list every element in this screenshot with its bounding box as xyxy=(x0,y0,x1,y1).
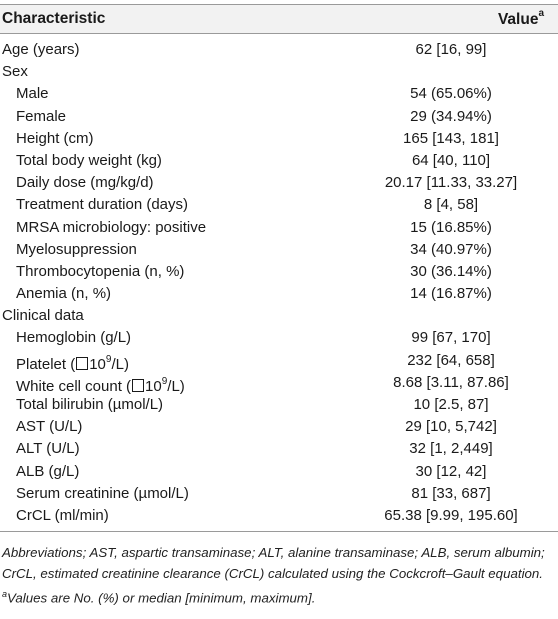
section-label: Sex xyxy=(2,63,28,81)
row-value: 29 (34.94%) xyxy=(410,107,492,125)
row-value: 232 [64, 658] xyxy=(407,351,495,369)
row-label: Male xyxy=(16,85,49,103)
row-label-prefix: White cell count ( xyxy=(16,377,132,395)
row-label: CrCL (ml/min) xyxy=(16,506,109,524)
row-value: 15 (16.85%) xyxy=(410,218,492,236)
row-value: 14 (16.87%) xyxy=(410,285,492,303)
row-value: 65.38 [9.99, 195.60] xyxy=(384,506,518,524)
table-row: MRSA microbiology: positive 15 (16.85%) xyxy=(0,217,558,239)
abbreviations-note: Abbreviations; AST, aspartic transaminas… xyxy=(2,545,545,582)
header-value-footnote-mark: a xyxy=(538,8,544,19)
row-label: Myelosuppression xyxy=(16,240,137,258)
row-value: 64 [40, 110] xyxy=(411,151,491,169)
table-row: White cell count ( 109/L) 8.68 [3.11, 87.8… xyxy=(0,372,558,395)
row-value: 81 [33, 687] xyxy=(411,484,491,502)
row-value: 99 [67, 170] xyxy=(411,329,491,347)
row-value: 30 [12, 42] xyxy=(415,462,487,480)
header-value: Valuea xyxy=(497,8,544,29)
table-row: Platelet ( 109/L) 232 [64, 658] xyxy=(0,350,558,373)
row-value: 54 (65.06%) xyxy=(410,85,492,103)
row-label: ALB (g/L) xyxy=(16,462,80,480)
row-value: 32 [1, 2,449] xyxy=(409,440,493,458)
missing-glyph-box xyxy=(132,378,145,392)
row-label: Age (years) xyxy=(2,41,80,58)
row-label: Height (cm) xyxy=(16,129,94,147)
row-value: 62 [16, 99] xyxy=(415,41,487,58)
table-row: Female 29 (34.94%) xyxy=(0,106,558,128)
row-label-base: 10 xyxy=(89,355,106,373)
table-row: Height (cm) 165 [143, 181] xyxy=(0,128,558,150)
table-row: Daily dose (mg/kg/d) 20.17 [11.33, 33.27] xyxy=(0,172,558,194)
row-value: 20.17 [11.33, 33.27] xyxy=(384,174,518,192)
table-row: Total bilirubin (µmol/L) 10 [2.5, 87] xyxy=(0,394,558,416)
header-characteristic: Characteristic xyxy=(2,10,106,27)
row-label: MRSA microbiology: positive xyxy=(16,218,207,236)
row-label: Anemia (n, %) xyxy=(16,285,112,303)
row-value: 8 [4, 58] xyxy=(423,196,479,214)
row-label-suffix: /L) xyxy=(167,377,185,395)
row-label: Total bilirubin (µmol/L) xyxy=(16,396,164,413)
table-row: Age (years) 62 [16, 99] xyxy=(0,39,558,61)
row-label-suffix: /L) xyxy=(111,355,129,373)
row-label: Thrombocytopenia (n, %) xyxy=(16,262,185,280)
row-label-exponent: 9 xyxy=(161,375,168,387)
row-label: White cell count ( 109/L) xyxy=(16,372,185,398)
row-label-base: 10 xyxy=(145,377,162,395)
row-label: Serum creatinine (µmol/L) xyxy=(16,484,189,502)
table-row: Myelosuppression 34 (40.97%) xyxy=(0,239,558,261)
row-label-exponent: 9 xyxy=(105,353,112,365)
table-row: Total body weight (kg) 64 [40, 110] xyxy=(0,150,558,172)
row-value: 10 [2.5, 87] xyxy=(413,396,489,413)
table-header: Characteristic Valuea xyxy=(0,4,558,34)
row-value: 29 [10, 5,742] xyxy=(405,418,497,436)
row-label: Female xyxy=(16,107,67,125)
table-row: Treatment duration (days) 8 [4, 58] xyxy=(0,194,558,216)
row-value: 34 (40.97%) xyxy=(410,240,492,258)
footnote-text: Values are No. (%) or median [minimum, m… xyxy=(7,590,316,606)
row-label: Total body weight (kg) xyxy=(16,151,162,169)
table-row: Serum creatinine (µmol/L) 81 [33, 687] xyxy=(0,483,558,505)
footnote-a: aValues are No. (%) or median [minimum, … xyxy=(2,584,550,608)
table-row: Anemia (n, %) 14 (16.87%) xyxy=(0,283,558,305)
table-notes: Abbreviations; AST, aspartic transaminas… xyxy=(0,532,550,608)
section-row: Clinical data xyxy=(0,305,558,327)
missing-glyph-box xyxy=(76,356,89,370)
section-row: Sex xyxy=(0,61,558,83)
table-row: Thrombocytopenia (n, %) 30 (36.14%) xyxy=(0,261,558,283)
header-value-label: Value xyxy=(497,11,539,29)
table-row: Hemoglobin (g/L) 99 [67, 170] xyxy=(0,327,558,349)
table-row: ALB (g/L) 30 [12, 42] xyxy=(0,461,558,483)
table-row: ALT (U/L) 32 [1, 2,449] xyxy=(0,438,558,460)
row-label: Daily dose (mg/kg/d) xyxy=(16,174,154,192)
table-row: AST (U/L) 29 [10, 5,742] xyxy=(0,416,558,438)
row-value: 165 [143, 181] xyxy=(403,129,499,147)
row-label: Platelet ( 109/L) xyxy=(16,350,129,376)
row-label: Treatment duration (days) xyxy=(16,196,189,214)
table-row: Male 54 (65.06%) xyxy=(0,83,558,105)
row-label: ALT (U/L) xyxy=(16,440,80,458)
row-value: 30 (36.14%) xyxy=(410,262,492,280)
table-body: Age (years) 62 [16, 99] Sex Male 54 (65.06%)… xyxy=(0,34,558,533)
row-label: AST (U/L) xyxy=(16,418,83,436)
row-label: Hemoglobin (g/L) xyxy=(16,329,132,347)
row-value: 8.68 [3.11, 87.86] xyxy=(393,373,509,391)
section-label: Clinical data xyxy=(2,307,84,325)
row-label-prefix: Platelet ( xyxy=(16,355,76,373)
footnote-mark: a xyxy=(2,589,8,600)
table-row: CrCL (ml/min) 65.38 [9.99, 195.60] xyxy=(0,505,558,527)
